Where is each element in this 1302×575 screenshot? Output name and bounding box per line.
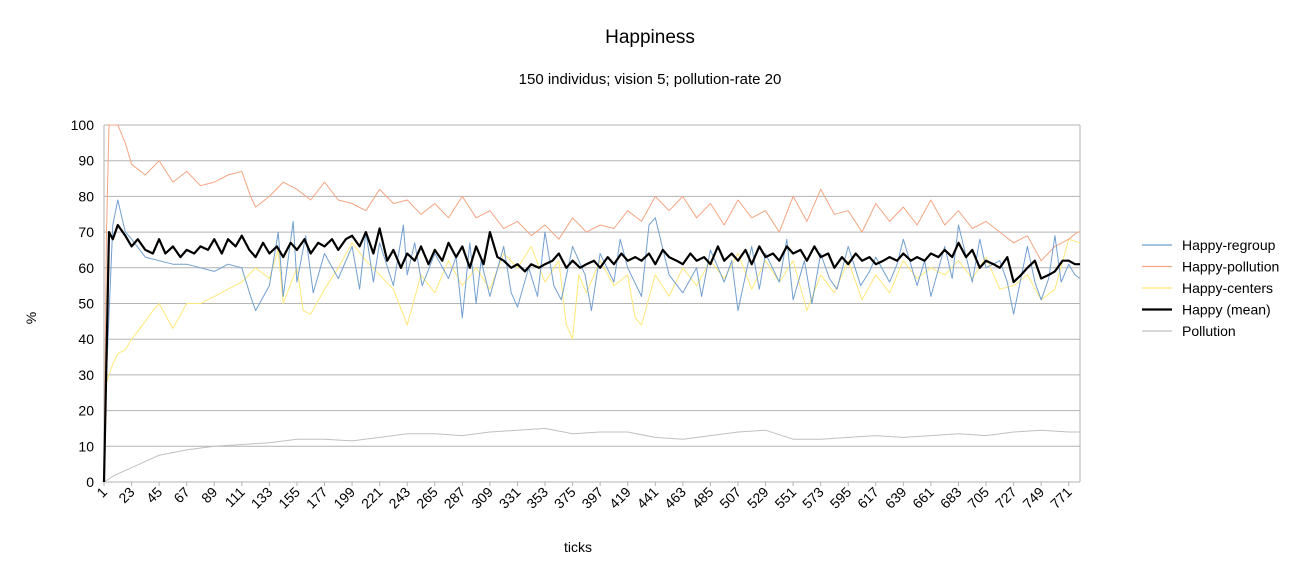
series-line-happy-centers [103,238,1081,483]
x-tick-label: 23 [115,484,137,506]
x-tick-label: 419 [606,484,634,512]
x-tick-label: 705 [964,484,992,512]
y-tick-label: 10 [78,438,94,454]
legend-label: Happy-centers [1182,280,1273,296]
x-tick-label: 199 [330,484,358,512]
y-tick-label: 40 [78,331,94,347]
x-tick-label: 221 [358,484,386,512]
x-tick-label: 111 [222,484,249,511]
x-tick-label: 1 [93,484,110,501]
axes [103,125,1081,486]
series-line-pollution [103,427,1080,483]
x-tick-label: 177 [303,484,331,512]
legend-label: Happy (mean) [1182,302,1271,318]
x-tick-label: 463 [661,484,689,512]
x-tick-label: 331 [496,484,524,512]
series-lines [102,124,1081,483]
y-tick-label: 90 [78,153,94,169]
y-tick-label: 30 [78,367,94,383]
x-axis-label: ticks [564,539,592,555]
x-tick-label: 133 [248,484,276,512]
x-tick-label: 375 [551,484,579,512]
legend: Happy-regroup Happy-pollution Happy-center… [1142,237,1279,339]
series-line-happy-regroup [103,199,1081,483]
x-tick-label: 507 [716,484,744,512]
x-tick-label: 529 [744,484,772,512]
chart-subtitle: 150 individus; vision 5; pollution-rate … [519,71,782,88]
y-tick-labels: 0 10 20 30 40 50 60 70 80 90 100 [71,117,95,490]
legend-label: Happy-regroup [1182,237,1276,253]
x-tick-label: 617 [854,484,882,512]
x-tick-label: 551 [771,484,799,512]
x-tick-label: 661 [909,484,937,512]
y-tick-label: 80 [78,188,94,204]
y-tick-label: 100 [71,117,95,133]
x-tick-label: 727 [992,484,1020,512]
x-tick-labels: 1 23 45 67 89 111 133 155 177 199 221 243 265 287 309 3… [93,484,1075,512]
y-tick-label: 0 [86,474,94,490]
x-tick-label: 45 [143,484,165,506]
x-tick-label: 595 [827,484,855,512]
series-line-happy-pollution [103,124,1080,483]
x-tick-label: 639 [882,484,910,512]
y-tick-label: 20 [78,403,94,419]
x-tick-label: 749 [1019,484,1047,512]
x-tick-label: 89 [198,484,220,506]
x-tick-label: 155 [275,484,303,512]
x-tick-label: 771 [1047,484,1075,512]
legend-label: Pollution [1182,323,1236,339]
x-tick-label: 243 [385,484,413,512]
y-tick-label: 60 [78,260,94,276]
x-tick-label: 353 [523,484,551,512]
x-tick-label: 573 [799,484,827,512]
series-line-happy-mean [102,223,1080,483]
x-tick-label: 265 [413,484,441,512]
x-tick-label: 287 [441,484,469,512]
chart-title: Happiness [605,27,695,48]
y-tick-label: 50 [78,296,94,312]
x-tick-label: 485 [689,484,717,512]
x-tick-label: 683 [937,484,965,512]
x-tick-label: 67 [170,484,192,506]
y-axis-label: % [23,312,39,324]
x-tick-label: 397 [578,484,606,512]
legend-label: Happy-pollution [1182,259,1279,275]
y-tick-label: 70 [78,224,94,240]
x-tick-label: 441 [634,484,662,512]
x-tick-label: 309 [468,484,496,512]
